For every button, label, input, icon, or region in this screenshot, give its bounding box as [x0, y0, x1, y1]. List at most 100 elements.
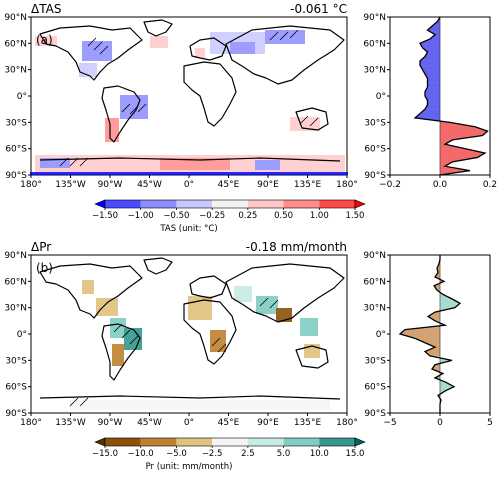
lon-tick-label: 135°E	[294, 180, 322, 190]
zonal-x-tick-label: −0.2	[379, 180, 401, 190]
lon-tick-label: 180°	[20, 180, 42, 190]
zonal-fill-segment	[427, 78, 441, 83]
colorbar-max-arrow	[354, 437, 366, 447]
zonal-fill-segment	[439, 130, 488, 136]
lon-tick-label: 0°	[184, 418, 194, 428]
colorbar-segment	[176, 200, 213, 208]
line-a-lat-tick-label: 90°N	[363, 13, 386, 23]
zonal-fill-segment	[419, 65, 441, 70]
panel-b-zonal-lat-axis: 90°N 60°N 30°N 0° 30°S 60°S 90°S	[363, 251, 390, 419]
lon-tick-label: 90°W	[98, 180, 123, 190]
line-b-lat-tick-label: 90°N	[363, 251, 386, 261]
lon-tick-label: 180°	[336, 180, 358, 190]
line-a-lat-tick-label: 30°N	[363, 66, 386, 76]
map-b-lat-tick-label: 30°N	[4, 304, 27, 314]
line-b-lat-tick-label: 90°S	[364, 409, 386, 419]
panel-a-zonal-lat-axis: 90°N 60°N 30°N 0° 30°S 60°S 90°S	[363, 13, 390, 181]
colorbar-tick-label: −1.50	[92, 211, 118, 221]
map-b-lat-tick-label: 90°N	[4, 251, 27, 261]
panel-b-map	[30, 254, 348, 414]
colorbar-tick-label: 0.25	[238, 211, 257, 221]
panel-b-colorbar: −15.0 −10.0 −5.0 −2.5 2.5 5.0 10.0 15.0	[92, 437, 366, 459]
lon-tick-label: 0°	[184, 180, 194, 190]
colorbar-tick-label: −0.50	[163, 211, 189, 221]
colorbar-segment	[105, 438, 141, 446]
zonal-fill-segment	[427, 82, 441, 88]
map-a-lat-tick-label: 30°N	[4, 66, 27, 76]
lon-tick-label: 90°E	[257, 180, 279, 190]
colorbar-segment	[212, 200, 248, 208]
panel-a-label: (a)	[36, 33, 53, 47]
panel-a-colorbar-label: TAS (unit: °C)	[159, 224, 217, 234]
panel-a-title: ΔTAS	[31, 2, 61, 16]
zonal-mean-line	[413, 16, 489, 176]
zonal-fill-segment	[399, 329, 441, 335]
panel-a-lon-axis: 180° 135°W 90°W 45°W 0° 45°E 90°E 135°E 180°	[20, 175, 358, 190]
colorbar-segment	[319, 200, 355, 208]
colorbar-tick-label: 1.50	[346, 211, 365, 221]
colorbar-tick-label: 0.50	[274, 211, 293, 221]
line-b-lat-tick-label: 60°S	[364, 383, 386, 393]
line-a-lat-tick-label: 60°N	[363, 39, 386, 49]
colorbar-tick-label: −0.25	[199, 211, 225, 221]
zonal-x-tick-label: 5	[487, 418, 493, 428]
line-b-lat-tick-label: 0°	[376, 330, 386, 340]
colorbar-segment	[140, 200, 177, 208]
panel-a-zonal-mean-chart	[389, 16, 491, 176]
map-a-lat-tick-label: 60°N	[4, 39, 27, 49]
colorbar-tick-label: 2.5	[241, 449, 255, 459]
line-b-lat-tick-label: 60°N	[363, 277, 386, 287]
panel-b-title: ΔPr	[31, 240, 51, 254]
colorbar-tick-label: −10.0	[128, 449, 154, 459]
zonal-fill-segment	[439, 148, 486, 154]
lon-tick-label: 45°E	[218, 180, 240, 190]
line-b-lat-tick-label: 30°S	[364, 356, 386, 366]
lon-tick-label: 135°W	[55, 418, 86, 428]
zonal-mean-line	[398, 255, 462, 413]
map-b-lat-tick-label: 90°S	[5, 409, 27, 419]
zonal-x-tick-label: 0.2	[483, 180, 497, 190]
colorbar-segment	[283, 200, 320, 208]
lon-tick-label: 180°	[20, 418, 42, 428]
map-b-lat-tick-label: 30°S	[5, 356, 27, 366]
map-a-lat-tick-label: 0°	[17, 92, 27, 102]
colorbar-segment	[247, 200, 284, 208]
line-a-lat-tick-label: 0°	[376, 92, 386, 102]
map-a-lat-tick-label: 60°S	[5, 145, 27, 155]
zonal-fill-segment	[424, 91, 441, 97]
colorbar-tick-label: 15.0	[346, 449, 365, 459]
panel-b-zonal-mean-chart	[389, 254, 491, 414]
colorbar-segment	[105, 200, 141, 208]
zonal-x-tick-label: 0.0	[433, 180, 448, 190]
lon-tick-label: 135°W	[55, 180, 86, 190]
zonal-fill-segment	[419, 60, 441, 66]
map-b-lat-tick-label: 60°N	[4, 277, 27, 287]
colorbar-tick-label: −15.0	[92, 449, 118, 459]
colorbar-min-arrow	[94, 437, 106, 447]
colorbar-segment	[140, 438, 177, 446]
colorbar-tick-label: 10.0	[310, 449, 329, 459]
line-b-lat-tick-label: 30°N	[363, 304, 386, 314]
panel-b-zonal-x-axis: −5 0 5	[383, 413, 493, 428]
colorbar-segment	[247, 438, 284, 446]
panel-a-lat-axis: 90°N 60°N 30°N 0° 30°S 60°S 90°S	[4, 13, 31, 181]
lon-tick-label: 135°E	[294, 418, 322, 428]
line-a-lat-tick-label: 60°S	[364, 145, 386, 155]
map-b-lat-tick-label: 60°S	[5, 383, 27, 393]
zonal-x-tick-label: 0	[437, 418, 443, 428]
panel-b-global-mean: -0.18 mm/month	[246, 240, 347, 254]
panel-b-lon-axis: 180° 135°W 90°W 45°W 0° 45°E 90°E 135°E 180°	[20, 413, 358, 428]
zonal-fill-segment	[427, 100, 441, 105]
panel-a-global-mean: -0.061 °C	[290, 2, 347, 16]
line-a-lat-tick-label: 90°S	[364, 171, 386, 181]
map-a-lat-tick-label: 90°N	[4, 13, 27, 23]
colorbar-segment	[283, 438, 320, 446]
map-b-lat-tick-label: 0°	[17, 330, 27, 340]
colorbar-max-arrow	[354, 199, 366, 209]
colorbar-tick-label: −5.0	[166, 449, 187, 459]
panel-a-colorbar: −1.50 −1.00 −0.50 −0.25 0.25 0.50 1.00 1.50	[92, 199, 366, 221]
zonal-fill-segment	[419, 43, 441, 48]
map-a-lat-tick-label: 90°S	[5, 171, 27, 181]
panel-a-map	[30, 16, 348, 176]
